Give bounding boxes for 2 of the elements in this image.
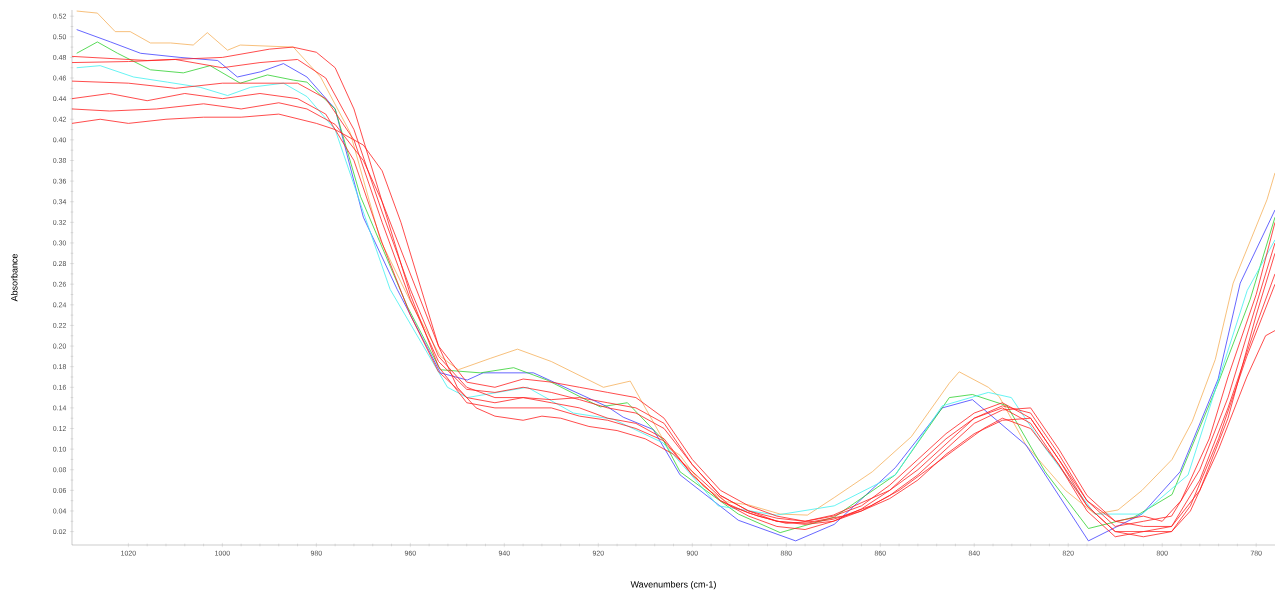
- x-axis-title: Wavenumbers (cm-1): [630, 580, 716, 590]
- y-axis-title: Absorbance: [10, 253, 18, 302]
